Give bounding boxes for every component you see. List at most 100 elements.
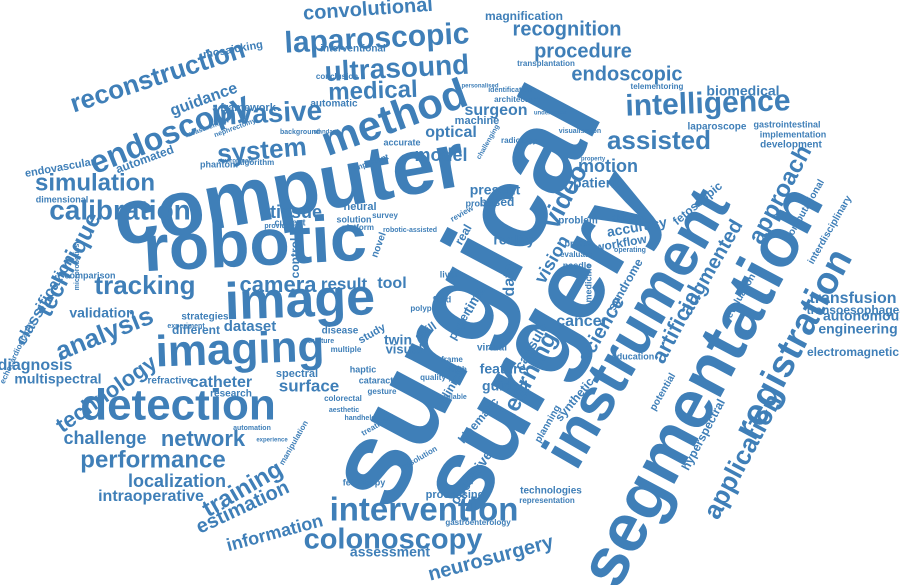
word-experiment: experiment bbox=[167, 323, 205, 330]
word-result: result bbox=[321, 274, 368, 293]
word-control: control bbox=[288, 238, 302, 279]
word-different: different bbox=[172, 323, 220, 337]
word-surgeon: surgeon bbox=[464, 102, 527, 119]
word-solution: solution bbox=[337, 214, 372, 224]
word-based: based bbox=[480, 195, 515, 209]
word-standard: standard bbox=[313, 130, 339, 136]
word-provide: provide bbox=[264, 223, 289, 230]
word-conclusion: conclusion bbox=[316, 72, 358, 81]
word-tool: tool bbox=[377, 275, 406, 292]
word-spectral: spectral bbox=[276, 368, 318, 380]
word-identification: identification bbox=[488, 87, 532, 94]
word-comparison: comparison bbox=[64, 270, 115, 280]
word-phantom: phantom bbox=[200, 159, 238, 169]
word-simulation: simulation bbox=[35, 169, 155, 196]
word-validation: validation bbox=[69, 305, 134, 321]
word-biomedical: biomedical bbox=[706, 83, 779, 99]
word-tracking: tracking bbox=[94, 270, 195, 300]
word-objective: objective bbox=[612, 213, 647, 222]
word-handheld: handheld bbox=[344, 415, 375, 422]
word-gesture: gesture bbox=[368, 387, 397, 396]
word-representation: representation bbox=[519, 496, 575, 505]
word-visualisation: visualisation bbox=[559, 128, 601, 135]
word-current: current bbox=[274, 217, 305, 227]
word-interventional: interventional bbox=[320, 44, 386, 55]
word-evaluate: evaluate bbox=[560, 250, 593, 259]
word-guided: guided bbox=[482, 378, 528, 394]
word-framework: framework bbox=[220, 102, 277, 114]
word-reality: reality bbox=[493, 232, 534, 248]
word-feature: feature bbox=[480, 361, 527, 377]
word-strategies: strategies bbox=[181, 312, 229, 323]
word-technologies: technologies bbox=[520, 486, 582, 497]
word-challenge: challenge bbox=[63, 428, 146, 448]
word-robotic-assisted: robotic-assisted bbox=[383, 227, 437, 234]
word-architecture: architecture bbox=[494, 95, 540, 104]
word-localization: localization bbox=[128, 471, 226, 491]
word-invasive: invasive bbox=[211, 95, 323, 132]
word-structure: structure bbox=[304, 338, 334, 345]
word-motion: motion bbox=[578, 156, 638, 176]
word-frame: frame bbox=[441, 355, 463, 364]
word-polyp: polyp bbox=[410, 304, 431, 313]
word-performance: performance bbox=[80, 446, 225, 473]
word-multiple: multiple bbox=[331, 345, 362, 354]
word-transfusion: transfusion bbox=[809, 290, 896, 307]
word-breast: breast bbox=[564, 238, 591, 248]
word-gastroenterology: gastroenterology bbox=[445, 518, 511, 527]
word-problem: problem bbox=[558, 216, 598, 227]
word-survey: survey bbox=[372, 211, 398, 220]
word-property: property bbox=[581, 157, 606, 163]
word-fetoscopy: fetoscopy bbox=[343, 477, 386, 487]
word-medicine: medicine bbox=[583, 263, 593, 302]
word-surface: surface bbox=[279, 376, 339, 395]
word-multispectral: multispectral bbox=[14, 371, 101, 387]
word-colorectal: colorectal bbox=[324, 394, 362, 403]
word-visual: visual bbox=[386, 341, 423, 356]
word-autonomous: autonomous bbox=[823, 308, 900, 324]
word-automatic: automatic bbox=[310, 99, 358, 110]
word-magnification: magnification bbox=[485, 9, 563, 23]
word-present: present bbox=[470, 182, 521, 198]
word-operating: operating bbox=[614, 247, 646, 254]
word-algorithm: algorithm bbox=[238, 158, 274, 167]
word-field: field bbox=[433, 294, 452, 304]
word-education: education bbox=[612, 351, 655, 361]
word-assisted: assisted bbox=[607, 125, 711, 155]
word-optical: optical bbox=[425, 124, 477, 141]
word-engineering: engineering bbox=[818, 321, 897, 337]
word-image: image bbox=[224, 268, 376, 331]
word-probe: probe bbox=[465, 198, 490, 208]
word-gastrointestinal: gastrointestinal bbox=[753, 119, 820, 129]
word-intraoperative: intraoperative bbox=[98, 488, 204, 505]
word-novel: novel bbox=[369, 231, 388, 260]
word-dataset: dataset bbox=[224, 318, 277, 335]
word-endoscopic: endoscopic bbox=[571, 63, 682, 85]
word-depth: depth bbox=[445, 365, 467, 374]
word-twin: twin bbox=[384, 332, 412, 348]
word-transplantation: transplantation bbox=[517, 59, 575, 68]
word-network: network bbox=[161, 426, 246, 451]
word-platform: platform bbox=[342, 223, 374, 232]
word-disease: disease bbox=[322, 326, 359, 337]
word-quality: quality bbox=[420, 373, 446, 382]
word-recognition: recognition bbox=[513, 18, 622, 40]
word-assessment: assessment bbox=[350, 544, 431, 560]
word-cancer: cancer bbox=[556, 313, 608, 330]
word-data: data bbox=[501, 263, 518, 296]
word-catheter: catheter bbox=[190, 374, 252, 391]
word-environment: environment bbox=[218, 159, 254, 165]
word-automation: automation bbox=[233, 425, 271, 432]
word-dimensional: dimensional bbox=[36, 194, 89, 204]
word-electromagnetic: electromagnetic bbox=[807, 345, 899, 359]
word-machine: machine bbox=[455, 115, 500, 127]
word-colonoscopy: colonoscopy bbox=[304, 524, 483, 556]
word-camera: camera bbox=[239, 272, 317, 297]
word-procedure: procedure bbox=[534, 40, 632, 62]
word-microrobotics: microrobotics bbox=[74, 244, 81, 291]
word-needle: needle bbox=[563, 260, 592, 270]
word-imaging: imaging bbox=[155, 322, 325, 377]
word-detection: detection bbox=[80, 381, 276, 430]
